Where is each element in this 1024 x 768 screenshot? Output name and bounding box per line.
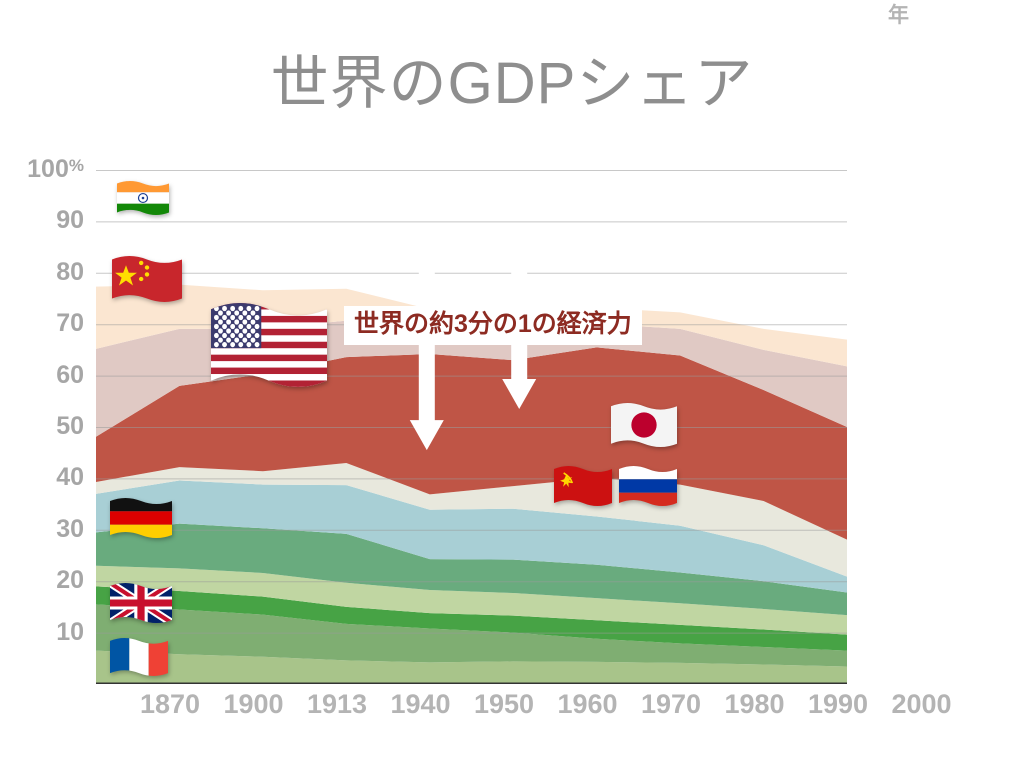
x-axis: 1870 1900 1913 1940 1950 1960 1970 1980 1990 2000 [60,689,980,736]
page-title: 世界のGDPシェア [270,51,754,116]
x-axis-tick-1913: 1913 [306,689,368,719]
y-axis-tick-10: 10 [56,617,84,646]
china-flag [112,256,182,302]
y-axis-tick-20: 20 [56,568,84,593]
y-axis-tick-100: 100% [27,157,84,182]
y-axis-tick-70: 70 [56,311,84,336]
area-series [96,480,847,593]
y-axis-tick-60: 60 [56,360,84,389]
annotation-label: 世界の約3分の1の経済力 [344,306,642,345]
y-tick-value: 100 [27,155,69,183]
y-tick-value: 50 [56,412,84,440]
france-flag [110,638,168,676]
y-tick-value: 90 [56,206,84,235]
y-axis-tick-40: 40 [56,465,84,490]
y-axis-percent-sign: % [68,156,84,175]
y-axis-tick-90: 90 [56,208,84,233]
y-axis-tick-50: 50 [56,414,84,439]
x-axis-tick-1950: 1950 [473,689,535,719]
y-tick-value: 10 [56,617,84,646]
area-series [96,586,847,651]
germany-flag [110,498,172,538]
y-tick-value: 40 [56,463,84,492]
stacked-area-chart [96,170,847,684]
x-axis-tick-1990: 1990 [807,689,869,719]
x-axis-tick-1960: 1960 [557,689,618,719]
y-axis-tick-80: 80 [56,257,84,286]
x-axis-unit-label: 年 [888,4,909,27]
y-tick-value: 80 [56,257,84,286]
x-axis-tick-1970: 1970 [640,689,702,719]
x-axis-tick-2000: 2000 [891,689,952,719]
area-series [96,565,847,635]
area-series [96,604,847,667]
india-flag [117,181,169,215]
y-tick-value: 20 [56,566,84,595]
chart-plot-area [96,170,847,684]
x-axis-tick-1940: 1940 [390,689,451,719]
ussr-flag [554,466,612,506]
y-axis-tick-30: 30 [56,514,84,543]
uk-flag [110,583,172,623]
x-axis-tick-1980: 1980 [724,689,785,719]
area-series [96,347,847,540]
y-tick-value: 70 [56,309,84,338]
usa-flag [211,303,327,387]
y-axis: 100% 90 80 70 60 50 40 30 20 10 [0,146,96,706]
japan-flag [611,403,677,447]
area-series [96,650,847,684]
russia-flag [619,466,677,506]
y-tick-value: 60 [56,360,84,389]
x-axis-tick-1870: 1870 [139,689,201,719]
x-axis-tick-1900: 1900 [223,689,284,719]
y-tick-value: 30 [56,514,84,543]
area-series [96,523,847,616]
